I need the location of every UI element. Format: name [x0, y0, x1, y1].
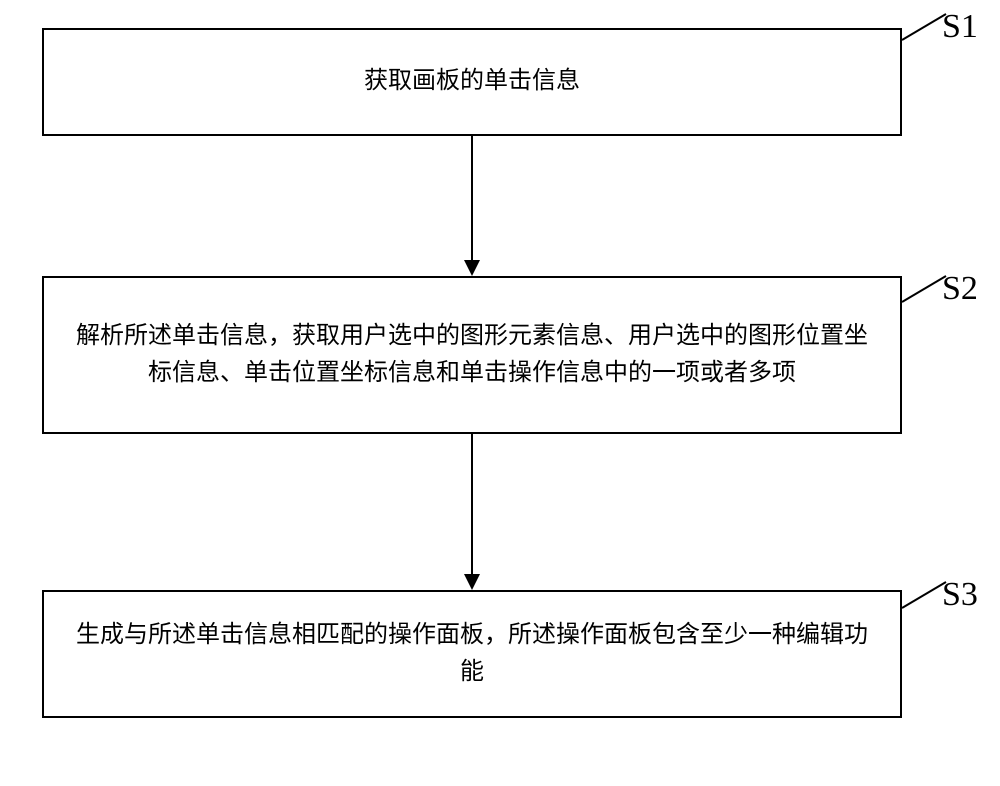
flowchart-arrow-s1-s2: [462, 136, 482, 278]
flowchart-step-label-s3: S3: [942, 576, 978, 614]
flowchart-node-s3: 生成与所述单击信息相匹配的操作面板，所述操作面板包含至少一种编辑功能: [42, 590, 902, 718]
flowchart-node-s1: 获取画板的单击信息: [42, 28, 902, 136]
flowchart-node-text: 获取画板的单击信息: [364, 63, 580, 100]
flowchart-step-label-s2: S2: [942, 270, 978, 308]
flowchart-arrow-s2-s3: [462, 434, 482, 592]
flowchart-node-s2: 解析所述单击信息，获取用户选中的图形元素信息、用户选中的图形位置坐标信息、单击位…: [42, 276, 902, 434]
flowchart-leader-s1: [901, 13, 947, 41]
flowchart-node-text: 解析所述单击信息，获取用户选中的图形元素信息、用户选中的图形位置坐标信息、单击位…: [68, 318, 876, 392]
flowchart-leader-s2: [901, 275, 947, 303]
flowchart-node-text: 生成与所述单击信息相匹配的操作面板，所述操作面板包含至少一种编辑功能: [68, 617, 876, 691]
flowchart-step-label-s1: S1: [942, 8, 978, 46]
flowchart-canvas: 获取画板的单击信息 S1 解析所述单击信息，获取用户选中的图形元素信息、用户选中的图…: [0, 0, 1000, 786]
flowchart-leader-s3: [901, 581, 947, 609]
